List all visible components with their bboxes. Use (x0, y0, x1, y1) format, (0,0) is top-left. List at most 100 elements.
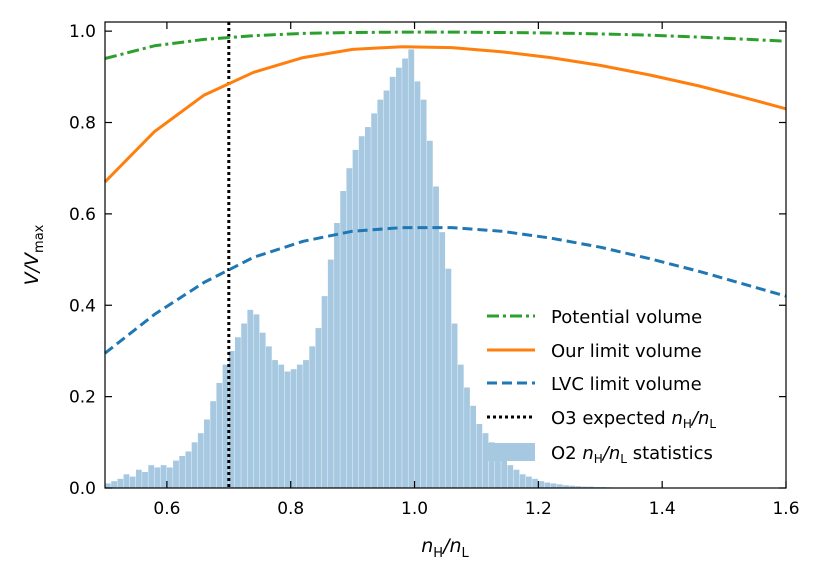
x-axis-label: nH/nL (421, 535, 469, 561)
y-tick-label: 1.0 (69, 22, 96, 42)
hist-bar (123, 474, 130, 488)
hist-bar (365, 127, 371, 488)
hist-bar (204, 419, 210, 488)
y-tick-label: 0.0 (69, 479, 96, 499)
hist-bar (414, 81, 421, 489)
hist-bar (439, 232, 446, 488)
hist-bar (488, 442, 495, 488)
hist-bar (569, 485, 576, 488)
hist-bar (513, 469, 520, 488)
hist-bar (290, 369, 297, 488)
x-axis-ticks: 0.6 0.8 1.0 1.2 1.4 1.6 (153, 22, 800, 519)
legend-swatch-o2 (487, 443, 535, 461)
series-lines (103, 30, 787, 355)
hist-bar (433, 186, 439, 488)
x-tick-label: 1.4 (649, 499, 676, 519)
hist-bar (389, 76, 396, 488)
legend-label-potential: Potential volume (551, 307, 702, 328)
hist-bar (587, 486, 594, 488)
hist-bar (166, 467, 173, 488)
hist-bar (464, 387, 470, 488)
series-potential-volume (104, 30, 787, 60)
hist-bar (445, 268, 452, 488)
hist-bar (358, 136, 365, 488)
hist-bar (105, 483, 111, 488)
hist-bar (519, 474, 526, 488)
hist-bar (334, 223, 340, 489)
hist-bar (259, 332, 266, 488)
hist-bar (210, 401, 217, 488)
y-tick-label: 0.2 (69, 388, 96, 408)
hist-bar (222, 364, 229, 488)
hist-bar (247, 309, 254, 488)
hist-bar (408, 49, 415, 488)
hist-bar (253, 314, 260, 488)
hist-bar (272, 360, 278, 488)
hist-bar (395, 67, 402, 488)
hist-bar (321, 296, 328, 488)
y-tick-label: 0.8 (69, 114, 96, 134)
legend-label-o2: O2 nH/nL statistics (551, 443, 713, 466)
x-tick-label: 1.6 (772, 499, 799, 519)
hist-bar (340, 191, 347, 488)
hist-bar (309, 346, 316, 488)
hist-bar (185, 451, 192, 488)
series-our-limit-volume (103, 45, 787, 183)
hist-bar (470, 405, 477, 488)
x-tick-label: 1.2 (525, 499, 552, 519)
hist-bar (426, 140, 433, 489)
hist-bar (135, 469, 142, 488)
hist-bar (148, 465, 155, 488)
x-tick-label: 0.8 (277, 499, 304, 519)
hist-bar (371, 113, 377, 488)
hist-bar (457, 364, 464, 488)
hist-bar (563, 485, 569, 488)
axes-frame (104, 21, 787, 489)
hist-bar (525, 476, 532, 488)
y-axis-ticks: 0.0 0.2 0.4 0.6 0.8 1.0 (69, 22, 786, 499)
histogram (105, 49, 662, 489)
hist-bar (173, 460, 179, 488)
hist-bar (476, 424, 483, 488)
hist-bar (495, 451, 501, 488)
hist-bar (278, 364, 285, 488)
series-lvc-limit-volume (104, 226, 787, 355)
hist-bar (482, 433, 489, 488)
hist-bar (544, 482, 551, 488)
hist-bar (228, 350, 235, 488)
hist-bar (284, 371, 291, 488)
hist-bar (216, 382, 223, 488)
hist-bar (191, 442, 198, 488)
hist-bar (346, 168, 353, 488)
y-tick-label: 0.4 (69, 296, 96, 316)
hist-bar (581, 486, 588, 488)
hist-bar (160, 465, 167, 488)
legend-label-o3: O3 expected nH/nL (551, 408, 716, 431)
hist-bar (179, 456, 186, 488)
hist-bar (315, 328, 322, 488)
y-axis-label: V/Vmax (21, 224, 47, 285)
hist-bar (550, 483, 557, 488)
hist-bar (451, 323, 458, 488)
hist-bar (501, 460, 508, 488)
hist-bar (532, 478, 538, 488)
hist-bar (241, 323, 247, 488)
hist-bar (507, 465, 514, 488)
hist-bar (265, 346, 272, 488)
hist-bar (154, 467, 161, 488)
hist-bar (377, 99, 384, 489)
hist-bar (420, 99, 427, 489)
hist-bar (235, 337, 241, 488)
hist-bar (197, 433, 204, 488)
hist-bar (117, 478, 124, 488)
hist-bar (129, 476, 136, 488)
hist-bar (142, 472, 148, 488)
y-tick-label: 0.6 (69, 205, 96, 225)
hist-bar (402, 58, 408, 489)
x-tick-label: 0.6 (153, 499, 180, 519)
hist-bar (303, 360, 309, 488)
legend: Potential volume Our limit volume LVC li… (487, 307, 716, 466)
hist-bar (327, 259, 334, 488)
plot-area (103, 22, 787, 489)
